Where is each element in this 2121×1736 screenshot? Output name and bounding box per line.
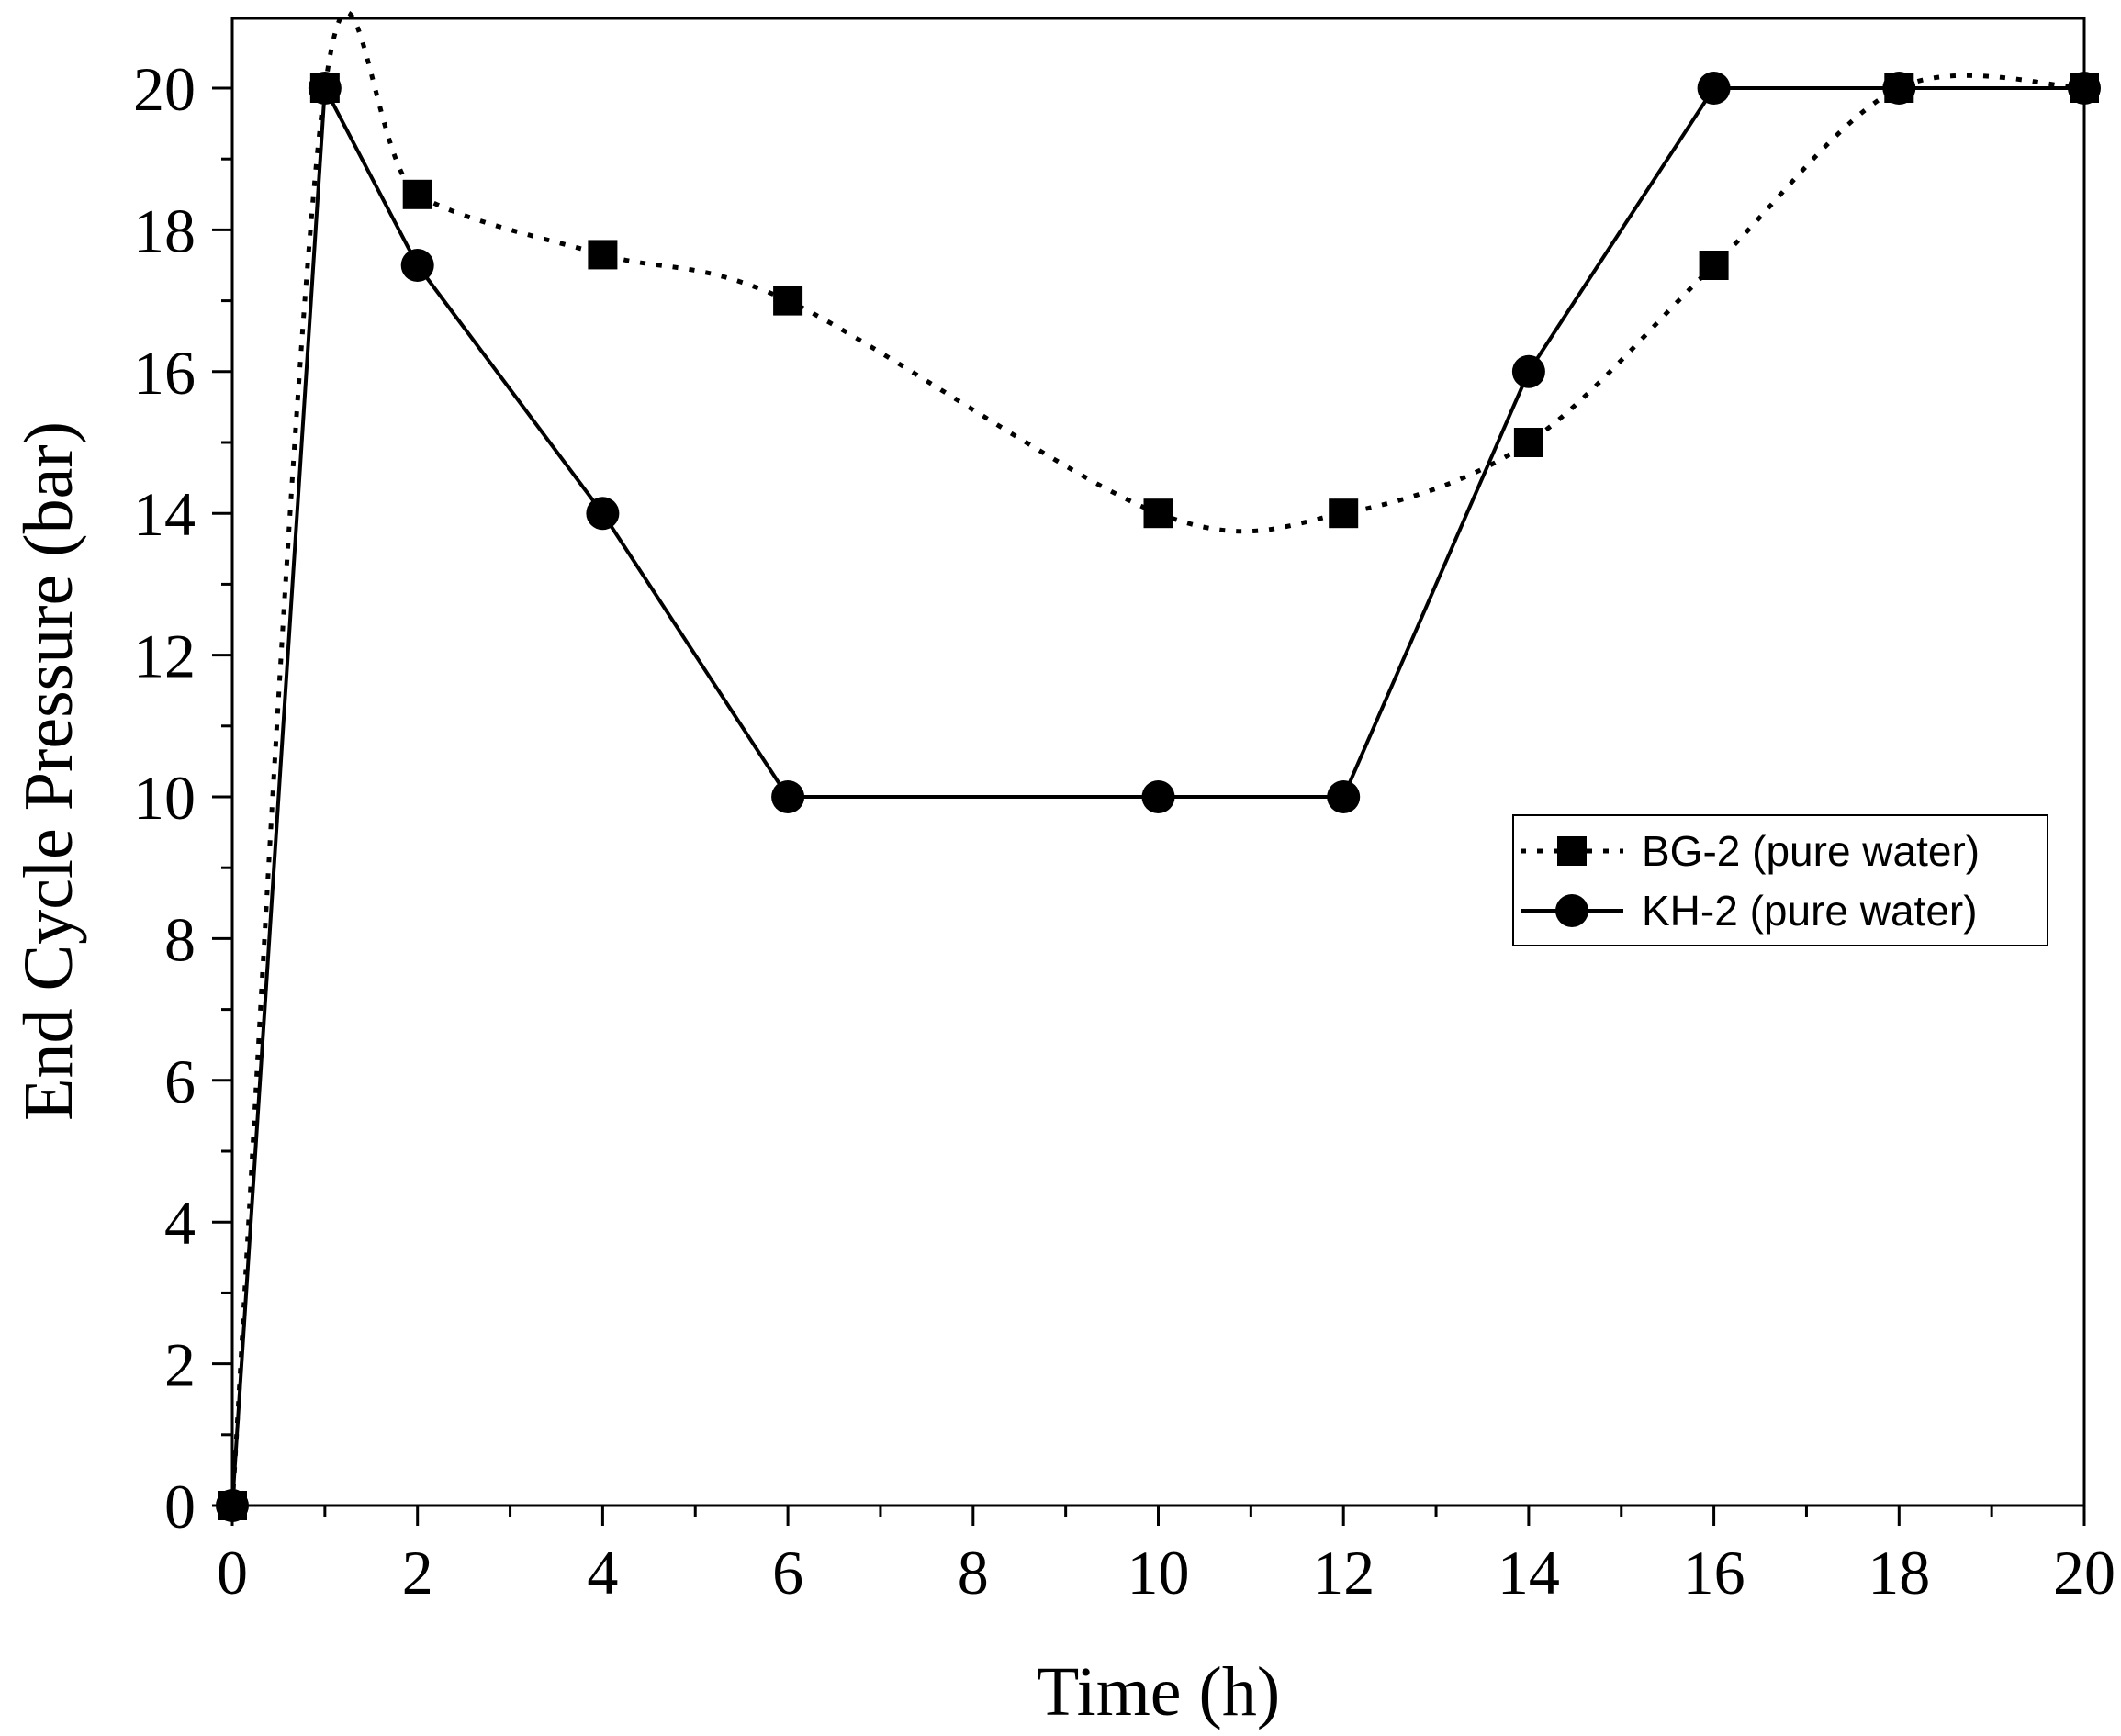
series-1: [218, 10, 2099, 1520]
y-tick-label: 4: [164, 1188, 196, 1258]
series-2: [216, 72, 2101, 1522]
data-point-circle: [400, 249, 434, 282]
data-point-circle: [1327, 780, 1361, 813]
legend-label: BG-2 (pure water): [1642, 827, 1980, 875]
data-point-square: [1143, 498, 1173, 529]
data-point-circle: [216, 1489, 249, 1522]
y-tick-label: 20: [133, 54, 196, 124]
data-point-square: [1513, 428, 1543, 457]
x-tick-label: 12: [1312, 1538, 1375, 1607]
series-group: [216, 10, 2101, 1522]
x-tick-label: 4: [587, 1538, 618, 1607]
data-point-square: [588, 240, 618, 270]
x-tick-label: 6: [772, 1538, 803, 1607]
series-line-bg2: [230, 10, 2085, 1506]
x-tick-label: 2: [402, 1538, 433, 1607]
data-point-circle: [771, 780, 805, 813]
x-tick-label: 0: [217, 1538, 248, 1607]
data-point-circle: [586, 497, 620, 531]
x-tick-label: 16: [1683, 1538, 1745, 1607]
legend-marker-square: [1557, 836, 1587, 866]
plot-area-border: [230, 17, 2086, 1507]
y-tick-label: 10: [133, 763, 196, 833]
x-tick-label: 20: [2053, 1538, 2115, 1607]
y-tick-label: 8: [164, 904, 196, 974]
y-tick-label: 14: [133, 479, 196, 549]
plot-frame: [230, 17, 2086, 1507]
data-point-square: [773, 286, 803, 316]
data-point-square: [1329, 498, 1359, 529]
y-tick-label: 2: [164, 1330, 196, 1400]
data-point-square: [402, 179, 432, 209]
y-tick-label: 6: [164, 1047, 196, 1116]
legend-marker-circle: [1555, 894, 1588, 927]
legend-box: [1512, 814, 2048, 946]
y-tick-label: 0: [164, 1472, 196, 1541]
data-point-circle: [308, 72, 342, 105]
data-point-circle: [1141, 780, 1175, 813]
legend-label: KH-2 (pure water): [1642, 887, 1978, 935]
y-tick-label: 18: [133, 196, 196, 265]
y-axis-title: End Cycle Pressure (bar): [10, 421, 87, 1121]
x-tick-label: 8: [958, 1538, 989, 1607]
x-axis-title: Time (h): [1037, 1653, 1280, 1730]
data-point-square: [1699, 251, 1729, 280]
y-tick-label: 12: [133, 622, 196, 691]
data-point-circle: [1882, 72, 1916, 105]
y-tick-label: 16: [133, 338, 196, 408]
legend: BG-2 (pure water) KH-2 (pure water): [1512, 814, 2048, 946]
data-point-circle: [2068, 72, 2101, 105]
data-point-circle: [1697, 72, 1731, 105]
x-tick-label: 10: [1128, 1538, 1190, 1607]
data-point-circle: [1511, 354, 1545, 388]
x-tick-label: 18: [1868, 1538, 1930, 1607]
axis-ticks: 0 2 4 6 8 10 12 14 16 18 20 0 2 4 6 8 10 12 14 16 18 20: [133, 54, 2115, 1607]
x-tick-label: 14: [1498, 1538, 1560, 1607]
